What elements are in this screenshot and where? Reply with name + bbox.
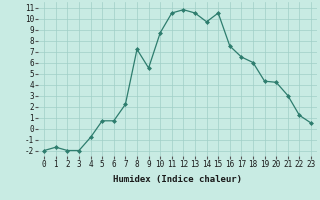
X-axis label: Humidex (Indice chaleur): Humidex (Indice chaleur) [113, 175, 242, 184]
